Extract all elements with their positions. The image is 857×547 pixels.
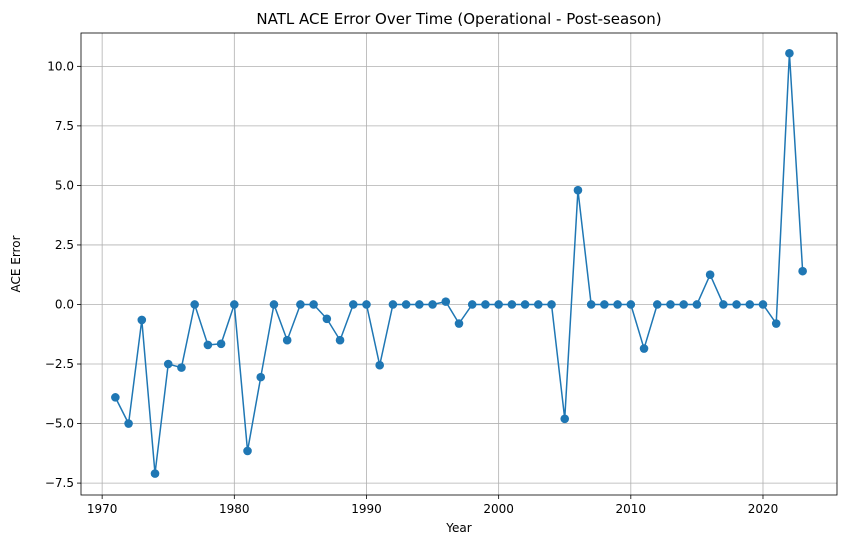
data-point (692, 300, 702, 309)
data-point (388, 300, 398, 309)
data-point (652, 300, 662, 309)
data-point (282, 335, 292, 345)
data-point (705, 270, 715, 280)
data-point (203, 340, 213, 350)
x-tick-label: 1990 (351, 502, 382, 516)
y-tick-label: −5.0 (45, 417, 74, 431)
data-point (679, 300, 688, 309)
data-point (547, 300, 556, 309)
data-point (415, 300, 424, 309)
data-point (190, 300, 199, 309)
data-point (243, 446, 252, 456)
data-point (309, 300, 318, 309)
data-point (758, 300, 768, 309)
y-tick-label: 10.0 (47, 59, 74, 73)
x-axis-label: Year (445, 521, 471, 535)
data-point (534, 300, 543, 309)
y-tick-label: −7.5 (45, 476, 74, 490)
data-point (785, 48, 794, 58)
data-point (600, 300, 609, 309)
data-point (362, 300, 371, 309)
data-point (375, 360, 384, 370)
data-point (481, 300, 490, 309)
data-point (560, 414, 570, 424)
data-point (177, 363, 186, 372)
data-point (771, 319, 781, 328)
data-point (732, 300, 741, 309)
chart-title: NATL ACE Error Over Time (Operational - … (256, 10, 661, 28)
data-point (798, 266, 807, 276)
data-point (745, 300, 755, 309)
data-point (626, 300, 636, 309)
plot-frame (80, 32, 838, 496)
y-tick-label: 0.0 (55, 297, 74, 311)
data-point (124, 419, 133, 428)
data-point (441, 297, 451, 306)
x-tick-label: 2020 (748, 502, 779, 516)
data-point (150, 469, 160, 478)
x-tick-label: 2000 (483, 502, 514, 516)
data-point (467, 300, 477, 309)
x-tick-label: 2010 (616, 502, 647, 516)
data-point (216, 339, 226, 349)
data-point (428, 300, 437, 309)
data-point (269, 300, 279, 309)
tick-layer: 1970 1980 1990 2000 2010 2020 −7.5 −5.0 −2.5 0.0 2… (45, 59, 778, 516)
data-point (613, 300, 622, 309)
data-point (256, 372, 266, 382)
x-tick-label: 1970 (87, 502, 118, 516)
data-point (401, 300, 411, 309)
y-axis-label: ACE Error (9, 235, 23, 292)
data-point (335, 335, 345, 345)
y-tick-label: −2.5 (45, 357, 74, 371)
data-point (586, 300, 596, 309)
data-point (639, 344, 649, 353)
x-tick-label: 1980 (219, 502, 250, 516)
series-layer (111, 48, 807, 478)
data-point (163, 359, 173, 369)
data-point (573, 185, 583, 195)
y-tick-label: 2.5 (55, 238, 74, 252)
data-point (507, 300, 517, 309)
grid-layer (81, 33, 837, 495)
data-point (230, 300, 239, 309)
data-point (494, 300, 503, 309)
data-point (348, 300, 358, 309)
data-point (454, 319, 464, 328)
data-point (520, 300, 530, 309)
series-line (114, 53, 804, 474)
y-tick-label: 7.5 (55, 119, 74, 133)
data-point (666, 300, 675, 309)
data-point (719, 300, 728, 309)
data-point (322, 314, 332, 324)
data-point (296, 300, 305, 309)
y-tick-label: 5.0 (55, 178, 74, 192)
data-point (111, 393, 120, 402)
data-point (137, 315, 147, 325)
